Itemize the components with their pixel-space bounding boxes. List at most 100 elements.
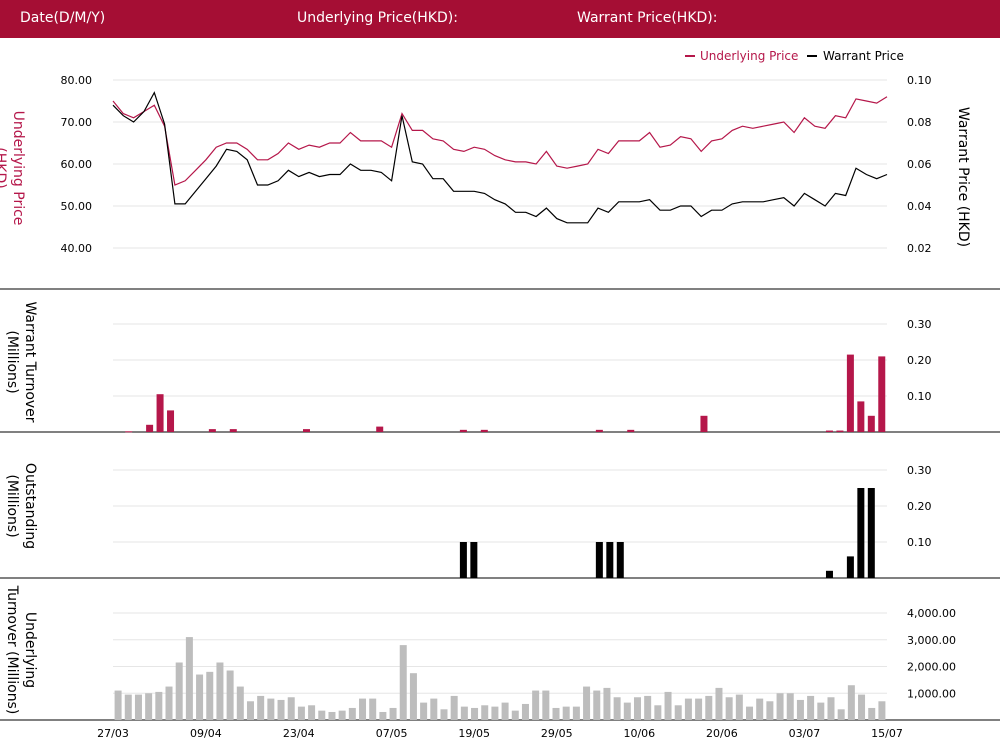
underlying-turnover-bar: [827, 697, 835, 720]
underlying-turnover-bar: [287, 697, 295, 720]
warrant-turnover-bar: [146, 424, 154, 432]
warrant-turnover-bar: [846, 354, 854, 432]
underlying-turnover-bar: [440, 709, 448, 720]
underlying-turnover-bar: [155, 691, 163, 720]
underlying-turnover-bar: [583, 686, 591, 720]
warrant-turnover-bar: [167, 410, 175, 432]
underlying-turnover-bar: [471, 707, 479, 720]
outstanding-tick: 0.30: [907, 464, 932, 477]
underlying-turnover-bar: [389, 707, 397, 720]
warrant-turnover-bar: [480, 429, 488, 432]
underlying-turnover-bar: [145, 693, 153, 720]
underlying-turnover-bar: [226, 670, 234, 720]
underlying-turnover-axis-title-line: Underlying: [22, 612, 38, 688]
x-axis-tick: 03/07: [789, 727, 821, 740]
underlying-turnover-bar: [409, 673, 417, 720]
underlying-turnover-tick: 4,000.00: [907, 607, 956, 620]
outstanding-bar: [616, 542, 624, 578]
warrant-turnover-bar: [627, 429, 635, 432]
x-axis-tick: 07/05: [376, 727, 408, 740]
info-header: Date(D/M/Y) Underlying Price(HKD): Warra…: [0, 0, 1000, 38]
underlying-turnover-bar: [725, 697, 733, 720]
right-axis-tick: 0.04: [907, 200, 932, 213]
left-axis-tick: 50.00: [61, 200, 93, 213]
x-axis-tick: 20/06: [706, 727, 738, 740]
underlying-turnover-bar: [338, 710, 346, 720]
warrant-turnover-bar: [836, 430, 844, 432]
underlying-turnover-bar: [257, 695, 265, 720]
underlying-turnover-bar: [328, 711, 336, 720]
underlying-turnover-bar: [246, 701, 254, 720]
left-axis-title: Underlying Price(HKD): [0, 111, 26, 226]
x-axis-tick: 19/05: [458, 727, 490, 740]
underlying-turnover-bar: [481, 705, 489, 720]
underlying-turnover-bar: [308, 705, 316, 720]
outstanding-bar: [825, 570, 833, 578]
underlying-turnover-bar: [858, 694, 866, 720]
warrant-turnover-tick: 0.30: [907, 318, 932, 331]
underlying-turnover-bar: [267, 698, 275, 720]
underlying-turnover-bar: [817, 702, 825, 720]
warrant-turnover-bar: [700, 415, 708, 432]
left-axis-title-line: Underlying Price: [10, 111, 26, 226]
underlying-turnover-bar: [165, 686, 173, 720]
right-axis-title: Warrant Price (HKD): [955, 107, 971, 247]
underlying-turnover-bar: [715, 687, 723, 720]
legend-warrant-label: Warrant Price: [823, 49, 904, 63]
warrant-turnover-bar: [867, 415, 875, 432]
underlying-turnover-bar: [623, 702, 631, 720]
underlying-turnover-bar: [175, 662, 183, 720]
left-axis-tick: 60.00: [61, 158, 93, 171]
warrant-turnover-bar: [229, 429, 237, 432]
outstanding-bar: [606, 542, 614, 578]
underlying-turnover-bar: [766, 701, 774, 720]
underlying-turnover-bar: [134, 694, 142, 720]
underlying-turnover-bar: [359, 698, 367, 720]
x-axis-tick: 15/07: [871, 727, 903, 740]
underlying-turnover-bar: [837, 709, 845, 720]
warrant-turnover-bar: [156, 394, 164, 432]
left-axis-tick: 70.00: [61, 116, 93, 129]
underlying-turnover-bar: [196, 674, 204, 720]
underlying-turnover-bar: [654, 705, 662, 720]
underlying-turnover-bar: [756, 698, 764, 720]
underlying-turnover-bar: [847, 685, 855, 720]
underlying-turnover-bar: [684, 698, 692, 720]
underlying-turnover-bar: [572, 706, 580, 720]
underlying-turnover-bar: [542, 690, 550, 720]
warrant-price-label: Warrant Price(HKD):: [577, 10, 718, 26]
underlying-price-line: [112, 96, 888, 186]
left-axis-tick: 80.00: [61, 74, 93, 87]
underlying-turnover-axis-title: UnderlyingTurnover (Millions): [4, 585, 38, 715]
right-axis-tick: 0.10: [907, 74, 932, 87]
x-axis-tick: 10/06: [623, 727, 655, 740]
outstanding-bar: [470, 542, 478, 578]
underlying-turnover-bar: [379, 711, 387, 720]
underlying-turnover-bar: [786, 693, 794, 720]
x-axis-tick: 29/05: [541, 727, 573, 740]
right-axis-tick: 0.08: [907, 116, 932, 129]
warrant-turnover-bar: [208, 429, 216, 432]
left-axis-tick: 40.00: [61, 242, 93, 255]
underlying-turnover-bar: [735, 694, 743, 720]
underlying-turnover-bar: [562, 706, 570, 720]
outstanding-axis-title-line: Outstanding: [22, 463, 38, 549]
underlying-turnover-bar: [664, 691, 672, 720]
underlying-turnover-bar: [603, 687, 611, 720]
outstanding-axis-title: Outstanding(Millions): [4, 463, 38, 549]
left-axis-title-line: (HKD): [0, 147, 8, 188]
underlying-turnover-bar: [521, 703, 529, 720]
warrant-turnover-bar: [376, 426, 384, 432]
warrant-turnover-axis-title: Warrant Turnover(Millions): [4, 301, 38, 422]
underlying-turnover-bar: [420, 702, 428, 720]
underlying-turnover-bar: [878, 701, 886, 720]
underlying-turnover-tick: 3,000.00: [907, 634, 956, 647]
underlying-turnover-bar: [206, 671, 214, 720]
underlying-turnover-bar: [460, 706, 468, 720]
underlying-turnover-bar: [124, 694, 132, 720]
warrant-turnover-bar: [825, 430, 833, 432]
underlying-turnover-bar: [236, 686, 244, 720]
underlying-turnover-tick: 2,000.00: [907, 661, 956, 674]
underlying-turnover-bar: [491, 706, 499, 720]
underlying-turnover-bar: [318, 710, 326, 720]
